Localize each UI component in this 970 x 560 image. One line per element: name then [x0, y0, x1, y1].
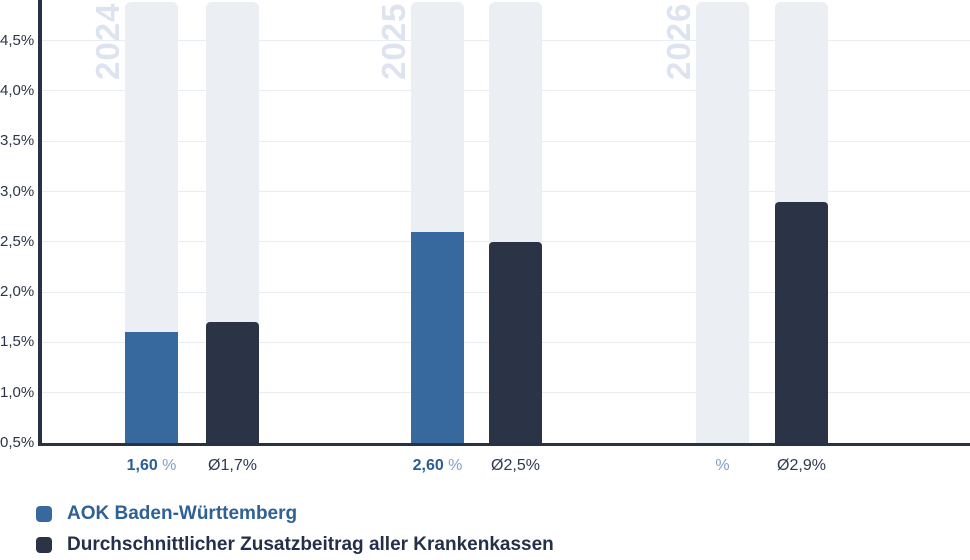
bar-value-label: Ø2,9%	[742, 456, 862, 476]
bar-value-suffix: Ø1,7%	[208, 457, 257, 474]
y-axis-tick-label: 1,0%	[0, 383, 35, 401]
bar-value-number: 1,60	[126, 457, 158, 474]
legend-item-average: Durchschnittlicher Zusatzbeitrag aller K…	[36, 534, 554, 556]
bar-value-label: 2,60 %	[378, 456, 498, 476]
bar	[206, 322, 259, 443]
legend-label-average: Durchschnittlicher Zusatzbeitrag aller K…	[67, 534, 554, 555]
bar-value-suffix: %	[715, 457, 730, 474]
y-axis-tick-label: 4,5%	[0, 31, 35, 49]
bar-value-suffix: Ø2,9%	[777, 457, 826, 474]
legend-swatch-aok	[36, 506, 52, 522]
column-background	[696, 2, 749, 443]
bar	[411, 231, 464, 443]
y-axis-tick-label: 4,0%	[0, 81, 35, 99]
y-axis-tick-label: 2,0%	[0, 283, 35, 301]
bar-value-suffix: %	[157, 457, 177, 474]
bar	[775, 201, 828, 443]
legend-label-aok: AOK Baden-Württemberg	[67, 503, 298, 524]
bar-value-label: 1,60 %	[92, 456, 212, 476]
x-axis-line	[38, 443, 970, 446]
bar-value-label: %	[663, 456, 783, 476]
y-axis-tick-label: 0,5%	[0, 434, 35, 451]
bar	[489, 241, 542, 443]
y-axis-tick-label: 2,5%	[0, 232, 35, 250]
legend-swatch-average	[36, 537, 52, 553]
bar-value-label: Ø2,5%	[456, 456, 576, 476]
y-axis-line	[38, 0, 42, 446]
y-axis-tick-label: 1,5%	[0, 333, 35, 351]
y-axis-tick-label: 3,0%	[0, 182, 35, 200]
bar-value-label: Ø1,7%	[173, 456, 293, 476]
year-watermark: 2025	[375, 2, 412, 80]
bar-value-number: 2,60	[412, 457, 444, 474]
year-watermark: 2026	[660, 2, 697, 80]
bar-value-suffix: Ø2,5%	[491, 457, 540, 474]
year-watermark: 2024	[89, 2, 126, 80]
y-axis-tick-label: 3,5%	[0, 132, 35, 150]
bar	[125, 332, 178, 443]
legend-item-aok: AOK Baden-Württemberg	[36, 503, 297, 525]
bar-value-suffix: %	[443, 457, 463, 474]
